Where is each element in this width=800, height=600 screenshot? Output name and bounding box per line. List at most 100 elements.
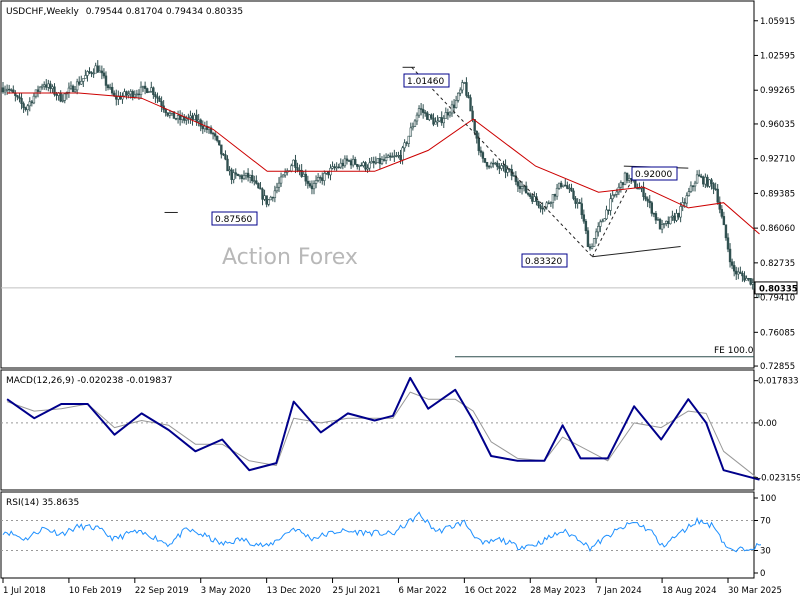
candle-body	[687, 191, 691, 196]
candle-body	[318, 177, 322, 179]
candle-body	[601, 220, 604, 223]
candle	[164, 108, 167, 117]
last-price-box	[754, 281, 798, 295]
candle-body	[314, 180, 318, 184]
candle	[697, 169, 701, 177]
candle-body	[559, 182, 563, 187]
candle	[527, 192, 530, 197]
candle-body	[26, 105, 29, 110]
candle	[726, 233, 730, 253]
candle-body	[49, 83, 52, 89]
candle-body	[397, 155, 400, 157]
candle-body	[28, 101, 31, 107]
candle	[279, 172, 283, 187]
candle-body	[302, 173, 305, 177]
candle	[131, 89, 134, 101]
candle	[442, 115, 445, 129]
candle-body	[582, 214, 586, 222]
candle-body	[341, 162, 345, 167]
candle-body	[201, 125, 204, 130]
candle-body	[580, 203, 583, 216]
candle-body	[316, 177, 320, 181]
candle	[125, 90, 128, 100]
candle-body	[700, 175, 703, 178]
x-tick-label: 7 Jan 2024	[596, 586, 642, 596]
candle	[722, 211, 726, 226]
candle-body	[426, 112, 429, 120]
candle-body	[533, 196, 536, 202]
candle-body	[463, 82, 466, 84]
candle	[467, 92, 470, 99]
candle-body	[679, 206, 682, 218]
candle	[415, 112, 419, 125]
candle-body	[273, 190, 277, 198]
candle-body	[461, 82, 464, 91]
candle	[168, 109, 172, 119]
candle-body	[232, 172, 235, 180]
candle-body	[625, 172, 629, 181]
candle-body	[454, 100, 458, 108]
candle-body	[347, 160, 351, 162]
x-tick-label: 1 Jul 2018	[3, 586, 46, 596]
candle-body	[261, 188, 264, 200]
candle-body	[609, 198, 612, 211]
candle-body	[405, 142, 408, 144]
candle	[687, 187, 691, 197]
rsi-tick-label: 100	[760, 494, 776, 504]
candle-body	[716, 188, 719, 203]
candle-body	[735, 270, 738, 275]
price-tick-label: 0.76085	[760, 328, 795, 338]
candle-body	[152, 87, 155, 95]
candle	[529, 192, 532, 200]
candle	[380, 156, 384, 166]
candle-body	[360, 164, 363, 167]
candle-body	[53, 86, 56, 95]
candle-body	[139, 86, 143, 96]
candle-body	[667, 220, 670, 225]
candle-body	[621, 182, 625, 186]
candle-body	[444, 112, 448, 119]
candle	[524, 181, 528, 194]
candle-body	[669, 216, 672, 225]
candle	[389, 152, 392, 161]
candle-body	[545, 202, 548, 208]
candle-body	[174, 118, 178, 120]
candle-body	[20, 98, 23, 104]
candle	[195, 109, 198, 126]
candle-body	[253, 180, 256, 182]
candle	[679, 202, 682, 223]
candle-body	[265, 195, 268, 205]
candle-body	[391, 156, 394, 158]
candle-body	[706, 176, 709, 187]
candle-body	[599, 221, 602, 227]
signal-line	[6, 391, 760, 481]
candle	[650, 201, 653, 217]
candle-body	[228, 169, 231, 172]
candle-body	[36, 89, 40, 92]
x-tick-label: 18 Aug 2024	[662, 586, 716, 596]
candle-body	[737, 271, 740, 275]
candle-body	[483, 158, 487, 163]
candle-body	[456, 92, 460, 101]
candle	[316, 173, 320, 183]
candle	[597, 222, 600, 237]
candle-body	[551, 194, 555, 204]
candle-body	[354, 158, 357, 165]
chart-title: USDCHF,Weekly 0.79544 0.81704 0.79434 0.…	[6, 7, 243, 17]
candle-body	[292, 159, 295, 167]
candle-body	[673, 215, 676, 221]
candle-body	[471, 110, 474, 120]
candle-body	[399, 155, 402, 161]
candle-body	[588, 246, 592, 249]
candle	[20, 92, 23, 110]
candle-body	[702, 176, 705, 185]
candle-body	[209, 127, 213, 134]
candle	[88, 67, 91, 75]
candle-body	[675, 213, 678, 221]
candle-body	[141, 85, 145, 88]
candle-body	[290, 165, 293, 172]
candle-body	[333, 166, 336, 169]
candle-body	[389, 155, 392, 158]
candle-body	[168, 113, 172, 116]
